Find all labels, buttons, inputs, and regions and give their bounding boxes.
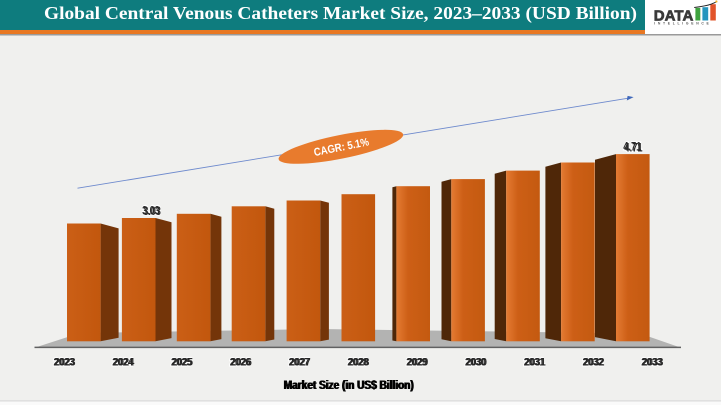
- svg-text:2032: 2032: [584, 356, 605, 368]
- svg-text:2029: 2029: [406, 356, 427, 368]
- svg-text:4.71: 4.71: [624, 142, 643, 154]
- svg-text:Global Central Venous Catheter: Global Central Venous Catheters Market S…: [44, 3, 637, 23]
- svg-text:2025: 2025: [171, 356, 192, 368]
- svg-text:2032: 2032: [583, 356, 604, 368]
- svg-text:2030: 2030: [465, 356, 486, 368]
- svg-text:2028: 2028: [347, 356, 368, 368]
- svg-text:2025: 2025: [172, 356, 193, 368]
- svg-text:2029: 2029: [407, 356, 428, 368]
- svg-text:2024: 2024: [112, 356, 133, 368]
- svg-text:3.03: 3.03: [142, 205, 160, 217]
- svg-text:2029: 2029: [406, 356, 427, 368]
- svg-text:2033: 2033: [641, 356, 662, 368]
- svg-text:4.71: 4.71: [623, 142, 642, 154]
- svg-text:2025: 2025: [171, 356, 192, 368]
- svg-text:2027: 2027: [290, 356, 311, 368]
- svg-text:Market Size (in US$ Billion): Market Size (in US$ Billion): [283, 380, 413, 392]
- svg-text:2028: 2028: [349, 356, 370, 368]
- svg-text:INTELLIGENCE: INTELLIGENCE: [654, 21, 711, 25]
- svg-text:2027: 2027: [289, 356, 310, 368]
- svg-text:2033: 2033: [641, 356, 662, 368]
- svg-text:2023: 2023: [55, 356, 76, 368]
- svg-text:3.03: 3.03: [143, 206, 161, 218]
- svg-text:Market Size (in US$ Billion): Market Size (in US$ Billion): [284, 380, 414, 392]
- svg-text:2026: 2026: [230, 356, 251, 368]
- svg-text:2033: 2033: [643, 356, 664, 368]
- svg-text:4.71: 4.71: [624, 142, 643, 154]
- svg-text:2023: 2023: [54, 356, 75, 368]
- svg-text:2028: 2028: [347, 356, 368, 368]
- svg-text:DATA: DATA: [654, 7, 694, 24]
- svg-text:2024: 2024: [112, 356, 133, 368]
- svg-text:2030: 2030: [466, 356, 487, 368]
- svg-text:2024: 2024: [114, 356, 135, 368]
- svg-text:2031: 2031: [524, 356, 545, 368]
- svg-text:2023: 2023: [54, 356, 75, 368]
- svg-text:2032: 2032: [583, 356, 604, 368]
- svg-text:2026: 2026: [231, 356, 252, 368]
- svg-text:2027: 2027: [289, 356, 310, 368]
- svg-text:2031: 2031: [525, 356, 546, 368]
- svg-text:2030: 2030: [465, 356, 486, 368]
- svg-text:2026: 2026: [230, 356, 251, 368]
- svg-text:2031: 2031: [524, 356, 545, 368]
- svg-text:3.03: 3.03: [143, 206, 161, 218]
